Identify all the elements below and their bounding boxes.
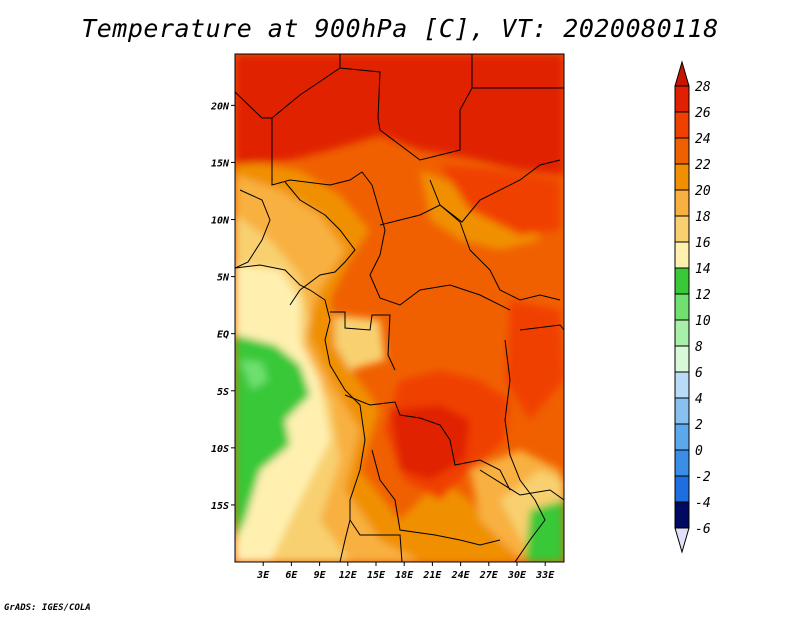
border-east-lakes: [504, 339, 546, 562]
colorbar-label: 0: [695, 444, 703, 459]
x-tick-label: 30E: [507, 570, 527, 581]
border-west-2: [284, 181, 356, 306]
colorbar-segment: [674, 449, 690, 477]
colorbar-segment: [674, 319, 690, 347]
border-north-2: [271, 54, 473, 161]
colorbar-top-arrow: [674, 60, 690, 87]
x-tick-label: 18E: [395, 570, 414, 581]
colorbar-label: -4: [695, 496, 711, 511]
colorbar-segment: [674, 215, 690, 243]
colorbar-label: 2: [695, 418, 703, 433]
colorbar-label: 22: [695, 158, 711, 173]
x-tick-label: 24E: [451, 570, 471, 581]
y-tick-label: 15N: [211, 158, 230, 169]
border-east-2: [519, 324, 564, 331]
y-tick-label: 20N: [210, 101, 230, 112]
colorbar-label: 8: [695, 340, 703, 355]
colorbar-label: 20: [695, 184, 711, 199]
border-center-3: [429, 159, 561, 223]
contour-26-east: [505, 300, 564, 420]
colorbar-label: 10: [695, 314, 711, 329]
contour-28-core: [390, 405, 470, 480]
border-gabon: [330, 311, 396, 371]
x-tick-label: 21E: [422, 570, 442, 581]
border-center-2: [379, 204, 561, 301]
border-north-1: [235, 91, 373, 186]
colorbar-label: 14: [695, 262, 711, 277]
y-tick-label: 5N: [217, 273, 230, 284]
colorbar-label: 12: [695, 288, 711, 303]
border-south: [349, 519, 403, 562]
contour-28-north: [235, 54, 564, 175]
y-tick-label: 5S: [217, 387, 229, 398]
colorbar-segment: [674, 501, 690, 529]
x-tick-label: 15E: [367, 570, 386, 581]
border-southeast: [479, 469, 564, 501]
colorbar-bottom-arrow: [674, 527, 690, 554]
colorbar-label: 18: [695, 210, 711, 225]
x-tick-label: 27E: [479, 570, 499, 581]
map-title: Temperature at 900hPa [C], VT: 202008011…: [81, 14, 719, 43]
border-center-1: [369, 184, 511, 311]
contour-16-center: [335, 315, 385, 370]
colorbar-label: -6: [695, 522, 711, 537]
x-tick-label: 12E: [339, 570, 358, 581]
x-tick-label: 33E: [535, 570, 555, 581]
y-tick-label: EQ: [217, 330, 229, 341]
colorbar-segment: [674, 423, 690, 451]
x-axis-ticks: 3E 6E 9E 12E 15E 18E 21E 24E 27E 30E 33E: [256, 562, 555, 581]
y-tick-label: 15S: [211, 501, 229, 512]
temperature-field: [235, 54, 564, 562]
x-tick-label: 9E: [314, 570, 327, 581]
colorbar-segment: [674, 267, 690, 295]
border-west-1: [235, 189, 271, 269]
colorbar-segment: [674, 111, 690, 139]
border-congo: [344, 394, 511, 491]
coastline-west: [235, 264, 366, 562]
x-tick-label: 6E: [285, 570, 298, 581]
colorbar-segment: [674, 475, 690, 503]
grads-credit: GrADS: IGES/COLA: [4, 603, 91, 613]
colorbar-segment: [674, 397, 690, 425]
contour-14-se: [525, 500, 564, 562]
colorbar-segment: [674, 293, 690, 321]
x-tick-label: 3E: [256, 570, 270, 581]
y-tick-label: 10N: [211, 216, 230, 227]
colorbar-label: 16: [695, 236, 711, 251]
border-angola: [371, 449, 501, 546]
contour-24: [380, 240, 520, 410]
colorbar-label: -2: [695, 470, 711, 485]
colorbar-segment: [674, 163, 690, 191]
map-frame: [234, 53, 565, 563]
colorbar-segment: [674, 371, 690, 399]
colorbar-segment: [674, 241, 690, 269]
colorbar-segment: [674, 85, 690, 113]
colorbar-segment: [674, 345, 690, 373]
contour-26-ne: [440, 165, 560, 235]
colorbar-label: 6: [695, 366, 703, 381]
colorbar-label: 24: [695, 132, 711, 147]
y-axis-ticks: 20N 15N 10N 5N EQ 5S 10S 15S: [210, 101, 235, 512]
y-tick-label: 10S: [211, 444, 229, 455]
colorbar-label: 26: [695, 106, 711, 121]
contour-12: [240, 360, 268, 390]
country-borders: [235, 54, 564, 562]
colorbar-segment: [674, 189, 690, 217]
colorbar-segment: [674, 137, 690, 165]
colorbar-label: 28: [695, 80, 711, 95]
colorbar-label: 4: [695, 392, 703, 407]
